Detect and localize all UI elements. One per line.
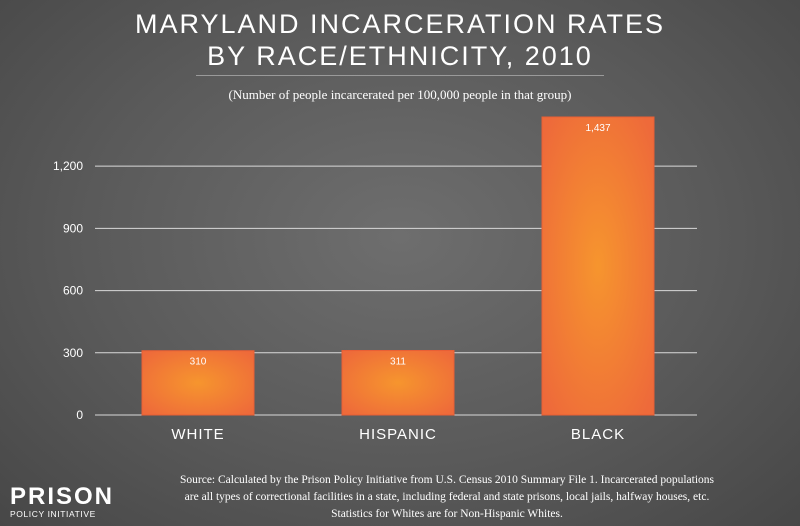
bar-value-label: 310 bbox=[190, 357, 207, 368]
prison-policy-initiative-logo: PRISON POLICY INITIATIVE bbox=[10, 485, 114, 520]
source-line-1: Source: Calculated by the Prison Policy … bbox=[179, 474, 714, 486]
logo-main-text: PRISON bbox=[10, 483, 115, 510]
y-tick-label: 600 bbox=[63, 284, 83, 298]
bar bbox=[341, 350, 455, 416]
y-tick-label: 300 bbox=[63, 346, 83, 360]
bar bbox=[541, 116, 655, 416]
logo-sub-text: POLICY INITIATIVE bbox=[10, 509, 96, 519]
source-line-2: are all types of correctional facilities… bbox=[184, 491, 710, 503]
chart-title-line-1: MARYLAND INCARCERATION RATES bbox=[134, 9, 666, 39]
x-category-label: WHITE bbox=[171, 426, 224, 443]
x-category-label: HISPANIC bbox=[359, 426, 437, 443]
bar bbox=[141, 350, 255, 416]
source-line-3: Statistics for Whites are for Non-Hispan… bbox=[331, 508, 563, 520]
y-tick-label: 1,200 bbox=[53, 159, 83, 173]
title-divider bbox=[196, 75, 604, 76]
x-category-label: BLACK bbox=[571, 426, 625, 443]
chart-title: MARYLAND INCARCERATION RATES BY RACE/ETH… bbox=[0, 8, 800, 72]
bar-value-label: 1,437 bbox=[585, 123, 610, 134]
y-tick-label: 900 bbox=[63, 221, 83, 235]
chart-subtitle: (Number of people incarcerated per 100,0… bbox=[228, 87, 572, 102]
y-tick-label: 0 bbox=[76, 408, 83, 422]
bar-value-label: 311 bbox=[390, 357, 406, 368]
source-note: Source: Calculated by the Prison Policy … bbox=[100, 472, 794, 523]
chart-title-line-2: BY RACE/ETHNICITY, 2010 bbox=[207, 41, 593, 71]
